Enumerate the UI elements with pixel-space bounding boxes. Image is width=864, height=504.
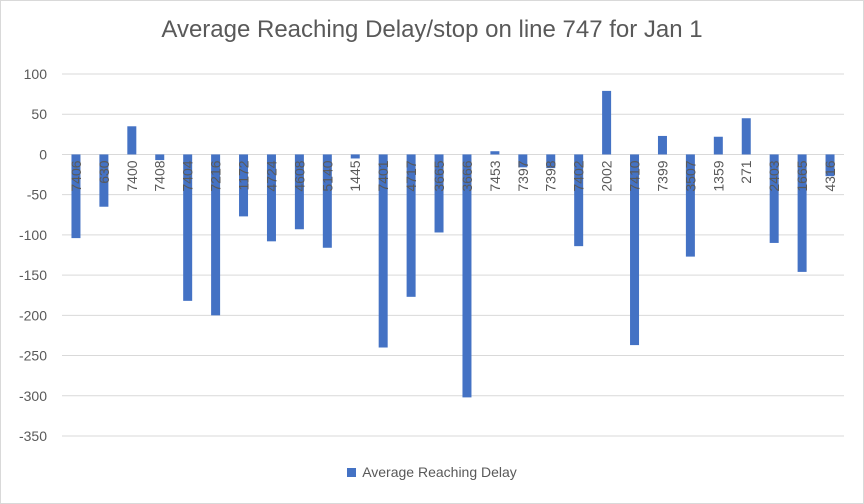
x-tick-label: 1445 [347, 160, 363, 191]
bar-630 [99, 154, 109, 207]
x-tick-label: 1172 [236, 160, 252, 190]
x-tick-label: 7410 [627, 160, 643, 191]
bar-7400 [127, 126, 137, 155]
bar-7401 [378, 154, 388, 348]
legend-label: Average Reaching Delay [362, 464, 517, 480]
y-tick-label: -250 [19, 348, 47, 364]
x-tick-label: 2403 [766, 160, 782, 191]
bar-7398 [546, 154, 556, 169]
bar-271 [741, 118, 751, 155]
legend: Average Reaching Delay [0, 464, 864, 480]
x-tick-label: 7453 [487, 160, 503, 191]
bar-4608 [294, 154, 304, 230]
gridlines [62, 73, 844, 437]
bar-7216 [211, 154, 221, 316]
bar-7410 [630, 154, 640, 346]
x-tick-label: 1665 [794, 160, 810, 191]
x-tick-label: 2002 [599, 160, 615, 191]
x-tick-label: 7408 [152, 160, 168, 191]
bars [71, 90, 835, 398]
x-tick-label: 3507 [682, 160, 698, 191]
bar-1172 [239, 154, 249, 217]
x-tick-label: 7399 [654, 160, 670, 191]
chart-title: Average Reaching Delay/stop on line 747 … [161, 16, 703, 43]
y-tick-label: -200 [19, 307, 47, 323]
x-tick-label: 3665 [431, 160, 447, 191]
x-axis-tick-labels: 7406 630 7400 7408 7404 7216 1172 4724 4608 5140 1… [68, 160, 838, 191]
y-tick-label: -100 [19, 227, 47, 243]
bar-7453 [490, 151, 500, 155]
bar-7408 [155, 154, 165, 161]
bar-3507 [685, 154, 695, 257]
bar-1665 [797, 154, 807, 272]
bar-3665 [434, 154, 444, 233]
x-tick-label: 271 [738, 160, 754, 184]
x-tick-label: 7404 [180, 160, 196, 191]
x-tick-label: 4316 [822, 160, 838, 191]
bar-4316 [825, 154, 835, 177]
x-tick-label: 7216 [208, 160, 224, 191]
bar-7399 [657, 135, 667, 155]
x-tick-label: 7400 [124, 160, 140, 191]
bar-2403 [769, 154, 779, 243]
x-tick-label: 4608 [291, 160, 307, 191]
legend-swatch [347, 467, 357, 477]
x-tick-label: 7398 [543, 160, 559, 191]
x-tick-label: 7401 [375, 160, 391, 191]
x-tick-label: 4717 [403, 160, 419, 191]
bar-7404 [183, 154, 193, 301]
y-tick-label: -300 [19, 388, 47, 404]
x-tick-label: 7406 [68, 160, 84, 191]
x-tick-label: 630 [96, 160, 112, 184]
bar-7397 [518, 154, 528, 168]
y-tick-label: 0 [39, 146, 47, 162]
x-tick-label: 1359 [710, 160, 726, 191]
x-tick-label: 7397 [515, 160, 531, 191]
bar-4724 [266, 154, 276, 242]
y-tick-label: 50 [31, 106, 47, 122]
bar-2002 [602, 90, 612, 155]
x-tick-label: 5140 [319, 160, 335, 191]
bar-7402 [574, 154, 584, 247]
x-tick-label: 7402 [571, 160, 587, 191]
bar-1359 [713, 136, 723, 155]
x-tick-label: 4724 [263, 160, 279, 191]
bar-1445 [350, 154, 360, 159]
bar-5140 [322, 154, 332, 248]
x-tick-label: 3666 [459, 160, 475, 191]
bar-7406 [71, 154, 81, 239]
y-axis-tick-labels: 100 50 0 -50 -100 -150 -200 -250 -300 -350 [19, 66, 47, 444]
y-tick-label: 100 [24, 66, 48, 82]
y-tick-label: -350 [19, 428, 47, 444]
y-tick-label: -50 [27, 187, 47, 203]
bar-3666 [462, 154, 472, 398]
bar-4717 [406, 154, 416, 297]
y-tick-label: -150 [19, 267, 47, 283]
